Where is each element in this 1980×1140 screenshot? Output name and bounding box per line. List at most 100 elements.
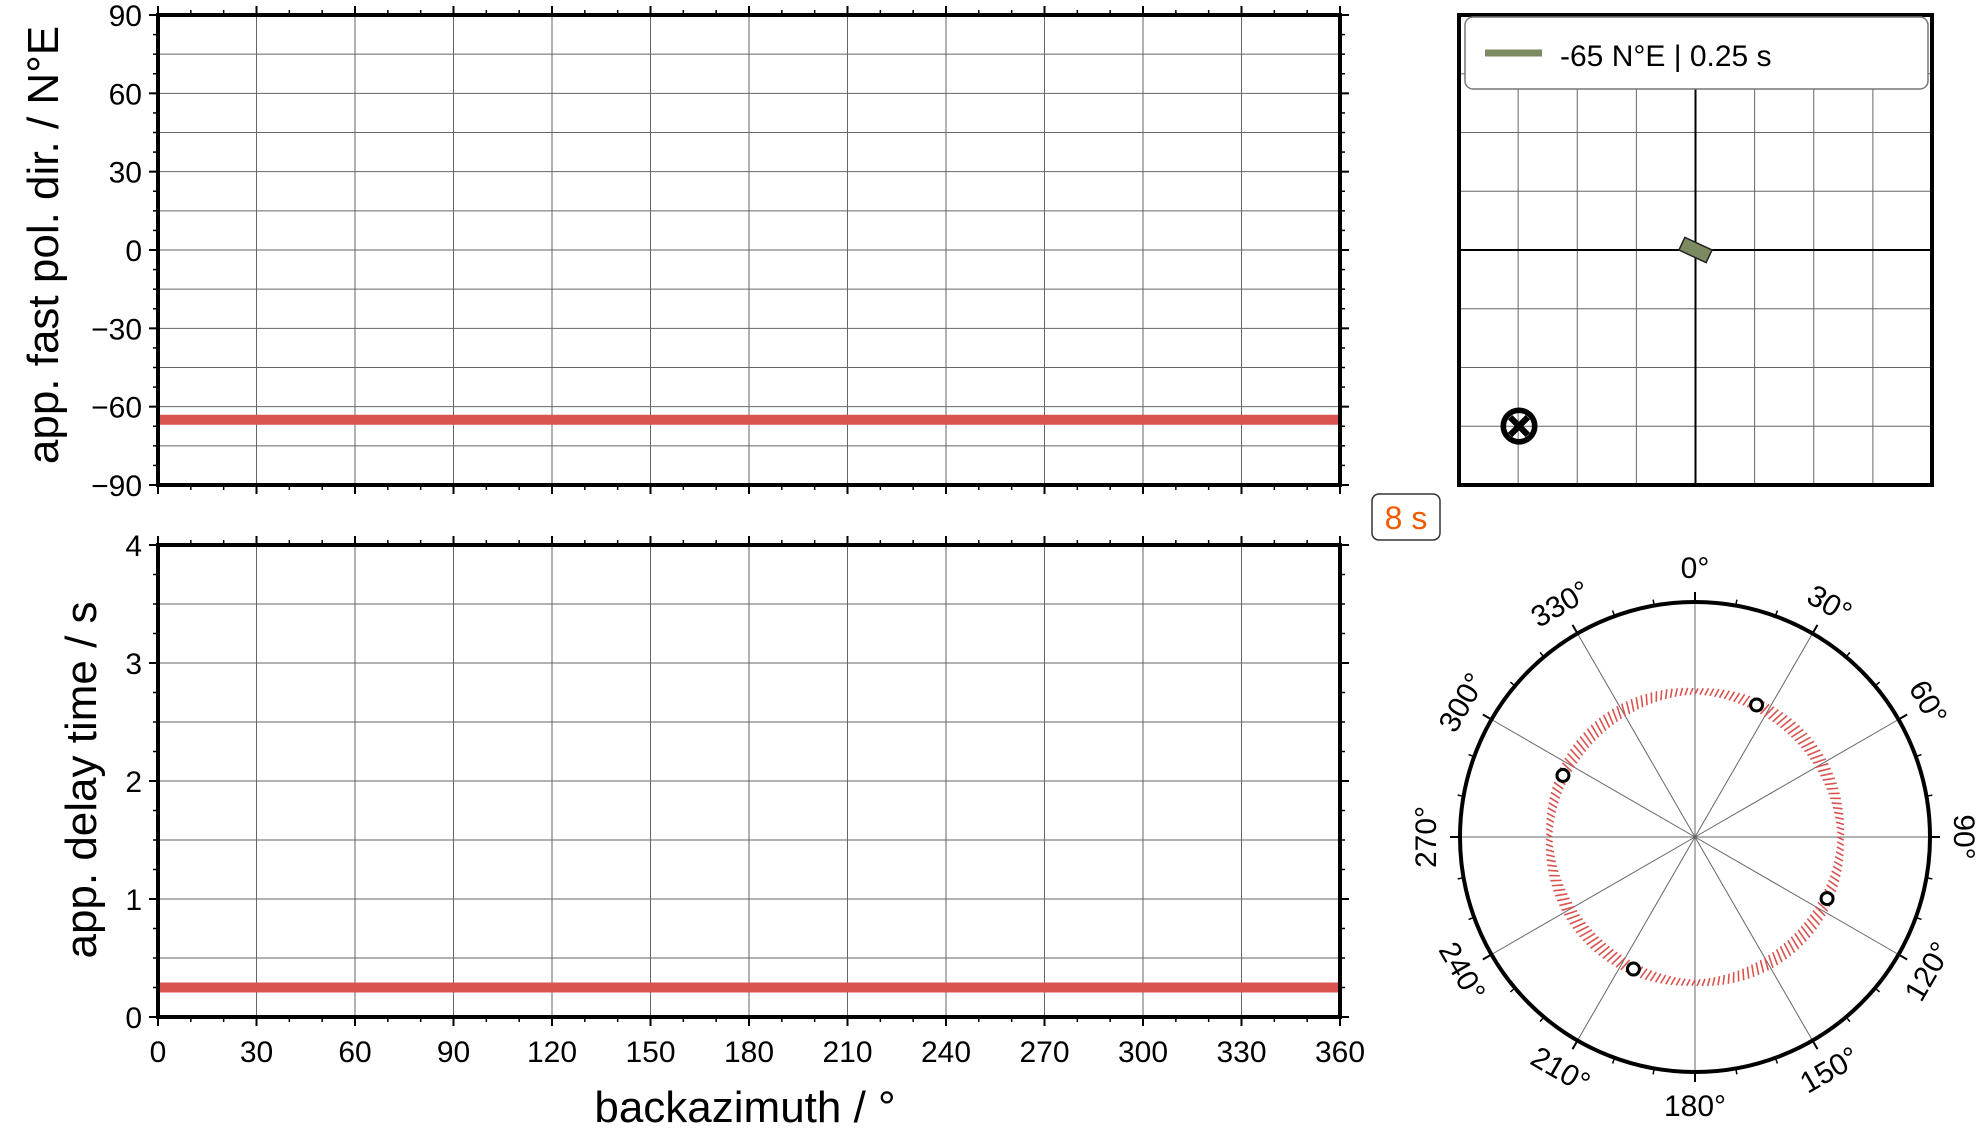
modeled-hatch: [1630, 698, 1635, 712]
splitting-model-panel: -65 N°E | 0.25 s ⊗: [1457, 13, 1934, 487]
modeled-hatch: [1602, 948, 1614, 960]
modeled-hatch: [1723, 690, 1731, 700]
polar-tick: [1468, 753, 1475, 758]
modeled-hatch: [1835, 851, 1844, 857]
polar-tick: [1611, 1057, 1616, 1064]
modeled-hatch: [1549, 796, 1559, 804]
polar-tick: [1915, 753, 1922, 758]
period-badge-box: [1371, 493, 1441, 541]
station-marker: [1555, 767, 1571, 783]
polar-tick: [1735, 599, 1738, 606]
polar-tick: [1482, 713, 1492, 721]
y-tick-label: −90: [91, 470, 142, 503]
y-tick-label: −30: [91, 313, 142, 346]
modeled-hatch: [1832, 806, 1843, 810]
modeled-hatch: [1551, 786, 1562, 795]
modeled-hatch: [1836, 846, 1845, 852]
x-tick-label: 0: [150, 1036, 167, 1069]
modeled-hatch: [1607, 711, 1615, 725]
modeled-hatch: [1660, 690, 1663, 701]
modeled-hatch: [1586, 728, 1596, 742]
y-tick-label: 2: [125, 766, 142, 799]
y-tick-label: −60: [91, 392, 142, 425]
legend-entry: -65 N°E | 0.25 s: [1560, 40, 1772, 73]
modeled-hatch: [1669, 688, 1673, 698]
modeled-hatch: [1815, 906, 1826, 917]
angle-label: 90°: [1947, 814, 1980, 859]
modeled-hatch: [1835, 816, 1844, 821]
modeled-hatch: [1611, 708, 1619, 723]
modeled-hatch: [1826, 787, 1839, 790]
polar-tick: [1652, 599, 1655, 606]
x-tick-label: 60: [338, 1036, 371, 1069]
angle-label: 210°: [1525, 1041, 1595, 1101]
polar-tick: [1539, 651, 1545, 658]
polar-tick: [1571, 1040, 1579, 1050]
radial-gridline: [1491, 836, 1696, 955]
y-tick-label: 30: [109, 157, 142, 190]
model-frame: [1457, 13, 1934, 487]
modeled-hatch: [1822, 777, 1835, 781]
modeled-hatch: [1564, 757, 1575, 768]
modeled-hatch: [1569, 748, 1581, 760]
modeled-hatch: [1837, 831, 1845, 836]
modeled-hatch: [1691, 979, 1696, 987]
model-bar: [1677, 236, 1714, 264]
station-marker: [1625, 961, 1641, 977]
x-tick-label: 30: [240, 1036, 273, 1069]
modeled-hatch: [1553, 781, 1564, 790]
modeled-hatch: [1836, 841, 1845, 847]
modeled-hatch: [1545, 838, 1553, 843]
modeled-hatch: [1767, 954, 1774, 969]
modeled-hatch: [1755, 962, 1760, 976]
modeled-hatch: [1815, 762, 1829, 769]
modeled-hatch: [1659, 974, 1667, 984]
y-tick-label: 4: [125, 530, 142, 563]
angle-label: 60°: [1902, 675, 1953, 731]
modeled-hatch: [1545, 827, 1554, 833]
polar-tick: [1735, 1068, 1738, 1075]
x-tick-label: 330: [1216, 1036, 1266, 1069]
modeled-hatch: [1548, 869, 1559, 872]
modeled-hatch: [1722, 974, 1726, 985]
modeled-hatch: [1742, 695, 1751, 706]
polar-tick: [1468, 916, 1475, 921]
modeled-hatch: [1771, 951, 1779, 966]
modeled-hatch: [1640, 695, 1644, 708]
x-tick-label: 90: [437, 1036, 470, 1069]
modeled-hatch: [1555, 893, 1568, 897]
modeled-hatch: [1718, 689, 1725, 699]
modeled-hatch: [1699, 687, 1705, 696]
modeled-hatch: [1635, 697, 1639, 710]
x-tick-label: 270: [1019, 1036, 1069, 1069]
modeled-hatch: [1701, 978, 1706, 987]
angle-label: 180°: [1664, 1090, 1726, 1123]
y-axis-label: app. delay time / s: [57, 601, 106, 958]
x-tick-label: 210: [822, 1036, 872, 1069]
y-tick-label: 0: [125, 1002, 142, 1035]
modeled-hatch: [1759, 959, 1765, 973]
modeled-hatch: [1586, 936, 1600, 946]
modeled-hatch: [1746, 966, 1750, 979]
angle-label: 0°: [1681, 552, 1710, 585]
modeled-hatch: [1616, 705, 1623, 720]
modeled-hatch: [1709, 688, 1715, 697]
modeled-hatch: [1594, 721, 1603, 735]
modeled-hatch: [1824, 782, 1837, 786]
modeled-hatch: [1553, 888, 1566, 892]
modeled-hatch: [1625, 701, 1631, 715]
modeled-hatch: [1800, 925, 1811, 939]
station-marker: [1819, 891, 1835, 907]
modeled-hatch: [1706, 977, 1711, 987]
modeled-hatch: [1590, 939, 1603, 949]
y-axis-label: app. fast pol. dir. / N°E: [19, 26, 68, 464]
y-tick-label: 1: [125, 884, 142, 917]
modeled-hatch: [1763, 957, 1770, 971]
modeled-hatch: [1561, 762, 1573, 773]
x-tick-label: 300: [1118, 1036, 1168, 1069]
polar-tick: [1898, 713, 1908, 721]
modeled-hatch: [1806, 918, 1818, 930]
modeled-hatch: [1645, 693, 1648, 706]
station-markers: [1555, 697, 1835, 977]
modeled-hatch: [1783, 721, 1797, 732]
